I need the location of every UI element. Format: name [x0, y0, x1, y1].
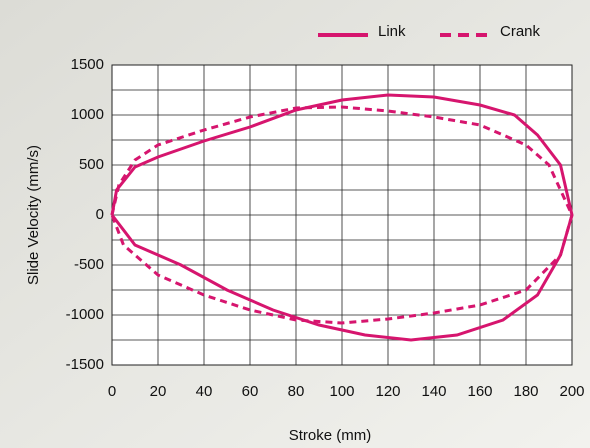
x-tick-label: 120 — [375, 383, 400, 400]
x-tick-label: 0 — [108, 383, 116, 400]
x-tick-label: 200 — [559, 383, 584, 400]
x-tick-label: 80 — [288, 383, 305, 400]
x-axis-label: Stroke (mm) — [289, 427, 372, 444]
x-tick-label: 100 — [329, 383, 354, 400]
y-tick-label: -500 — [74, 256, 104, 273]
x-tick-label: 160 — [467, 383, 492, 400]
y-tick-label: -1000 — [66, 306, 104, 323]
x-tick-label: 140 — [421, 383, 446, 400]
y-tick-label: -1500 — [66, 356, 104, 373]
y-axis-label: Slide Velocity (mm/s) — [25, 145, 42, 285]
y-tick-label: 1500 — [71, 56, 104, 73]
y-tick-label: 0 — [96, 206, 104, 223]
x-tick-label: 180 — [513, 383, 538, 400]
series-line — [110, 105, 574, 325]
legend-label: Link — [378, 23, 406, 40]
x-tick-label: 20 — [150, 383, 167, 400]
x-tick-label: 40 — [196, 383, 213, 400]
x-tick-label: 60 — [242, 383, 259, 400]
series-line — [110, 93, 574, 342]
legend-label: Crank — [500, 23, 541, 40]
y-tick-label: 500 — [79, 156, 104, 173]
y-tick-label: 1000 — [71, 106, 104, 123]
